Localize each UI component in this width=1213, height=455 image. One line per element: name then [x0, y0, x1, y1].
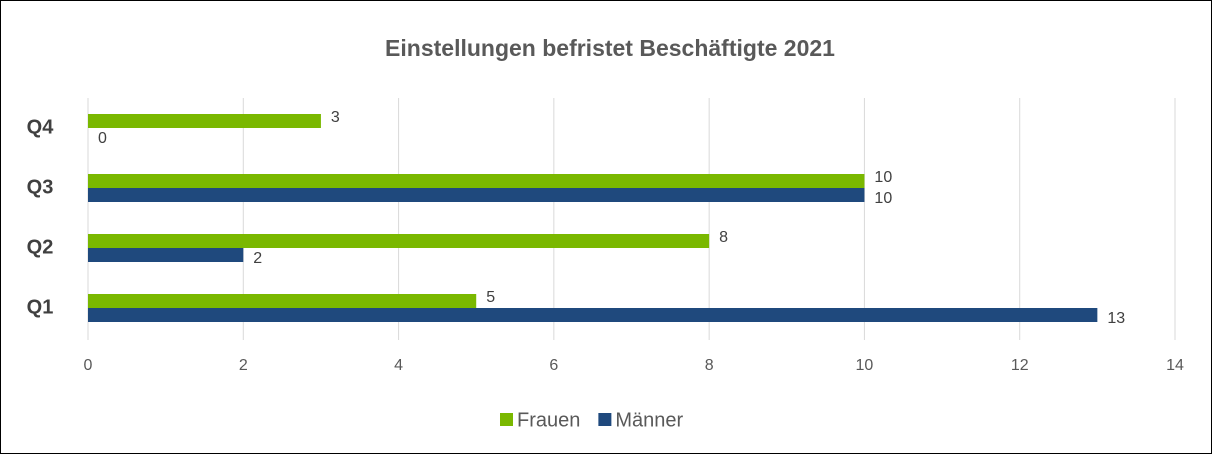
- chart-title: Einstellungen befristet Beschäftigte 202…: [385, 35, 835, 61]
- legend-label: Frauen: [517, 409, 580, 431]
- y-tick-label: Q3: [27, 176, 54, 198]
- x-tick-label: 6: [549, 357, 558, 374]
- y-tick-label: Q1: [27, 296, 54, 318]
- x-tick-label: 12: [1011, 357, 1029, 374]
- legend-swatch: [500, 413, 513, 426]
- bar: [88, 294, 477, 308]
- bar: [88, 188, 865, 202]
- data-label: 0: [98, 130, 107, 147]
- x-tick-label: 4: [394, 357, 403, 374]
- data-label: 8: [719, 229, 728, 246]
- x-tick-label: 10: [856, 357, 874, 374]
- y-tick-label: Q2: [27, 236, 54, 258]
- data-label: 5: [486, 289, 495, 306]
- data-label: 2: [253, 250, 262, 267]
- data-label: 13: [1107, 310, 1125, 327]
- bar: [88, 114, 321, 128]
- data-label: 3: [331, 109, 340, 126]
- x-tick-label: 0: [84, 357, 93, 374]
- x-tick-label: 2: [239, 357, 248, 374]
- x-tick-label: 8: [705, 357, 714, 374]
- legend-swatch: [598, 413, 612, 426]
- bar: [88, 234, 710, 248]
- bar: [88, 174, 865, 188]
- x-tick-label: 14: [1166, 357, 1184, 374]
- y-tick-label: Q4: [27, 116, 55, 138]
- bar: [88, 248, 244, 262]
- legend-label: Männer: [615, 409, 683, 431]
- data-label: 10: [874, 169, 892, 186]
- bar: [88, 308, 1098, 322]
- data-label: 10: [874, 190, 892, 207]
